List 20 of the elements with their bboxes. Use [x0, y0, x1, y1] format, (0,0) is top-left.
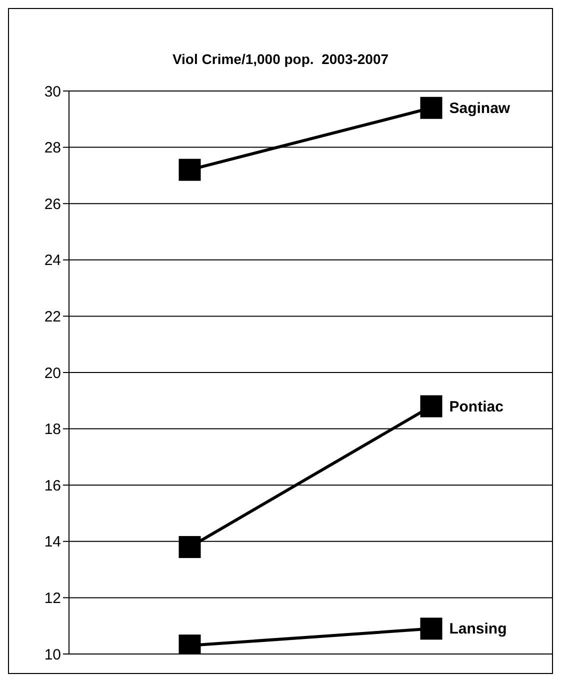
- chart-title: Viol Crime/1,000 pop. 2003-2007: [171, 50, 390, 69]
- y-tick-label: 14: [44, 534, 61, 551]
- point: [178, 158, 201, 181]
- series-label: Lansing: [449, 620, 507, 638]
- y-tick-label: 10: [44, 646, 61, 664]
- y-tick-label: 12: [44, 590, 61, 608]
- y-tick-label: 22: [44, 308, 61, 326]
- y-tick-label: 28: [44, 140, 61, 157]
- series-label: Saginaw: [449, 100, 510, 117]
- y-tick-label: 20: [44, 364, 61, 382]
- y-tick-label: 18: [44, 421, 61, 438]
- point: [420, 618, 442, 640]
- y-tick-label: 30: [44, 83, 61, 100]
- point: [420, 395, 442, 418]
- point: [420, 96, 442, 119]
- y-tick-label: 26: [44, 196, 61, 213]
- series-label: Pontiac: [449, 398, 504, 416]
- y-tick-label: 24: [44, 252, 61, 270]
- point: [178, 536, 201, 558]
- y-tick-label: 16: [44, 477, 61, 494]
